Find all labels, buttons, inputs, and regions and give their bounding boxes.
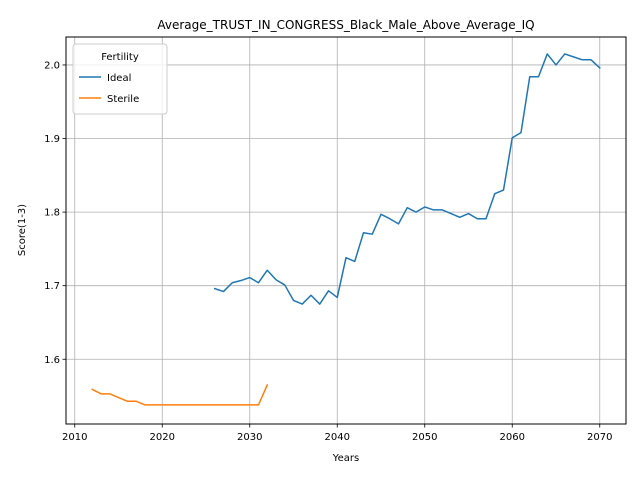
series-line-ideal <box>213 53 601 305</box>
data-point-ideal <box>232 282 233 283</box>
x-tick-label: 2030 <box>237 432 262 443</box>
data-point-ideal <box>477 218 478 219</box>
x-tick-label: 2040 <box>325 432 350 443</box>
data-point-ideal <box>599 67 600 68</box>
data-point-sterile <box>267 384 268 385</box>
data-point-ideal <box>380 214 381 215</box>
data-point-ideal <box>328 290 329 291</box>
data-point-ideal <box>582 59 583 60</box>
data-point-ideal <box>275 279 276 280</box>
data-point-ideal <box>450 213 451 214</box>
y-tick-label: 2.0 <box>44 60 60 71</box>
legend: Fertility Ideal Sterile <box>72 43 168 115</box>
data-point-sterile <box>162 404 163 405</box>
data-point-ideal <box>267 270 268 271</box>
grid <box>66 37 626 424</box>
legend-label-ideal: Ideal <box>107 73 131 84</box>
series-layer <box>91 53 601 406</box>
data-point-sterile <box>118 397 119 398</box>
x-tick-label: 2050 <box>412 432 437 443</box>
x-axis-label: Years <box>332 453 359 464</box>
data-point-sterile <box>153 404 154 405</box>
data-point-ideal <box>398 223 399 224</box>
y-axis-label: Score(1-3) <box>17 204 28 256</box>
data-point-ideal <box>433 209 434 210</box>
y-tick-label: 1.6 <box>44 355 60 366</box>
data-point-ideal <box>485 218 486 219</box>
data-point-ideal <box>337 297 338 298</box>
data-point-ideal <box>223 291 224 292</box>
data-point-sterile <box>197 404 198 405</box>
plot-frame <box>65 36 627 425</box>
x-tick-label: 2060 <box>500 432 525 443</box>
data-point-sterile <box>258 404 259 405</box>
data-point-ideal <box>345 257 346 258</box>
data-point-ideal <box>258 282 259 283</box>
data-point-ideal <box>468 213 469 214</box>
data-point-ideal <box>415 212 416 213</box>
data-point-ideal <box>240 280 241 281</box>
data-point-sterile <box>127 401 128 402</box>
legend-label-sterile: Sterile <box>107 94 139 105</box>
data-point-ideal <box>538 76 539 77</box>
data-point-sterile <box>205 404 206 405</box>
y-tick-label: 1.7 <box>44 281 60 292</box>
data-point-sterile <box>144 404 145 405</box>
data-point-ideal <box>293 300 294 301</box>
data-point-ideal <box>503 189 504 190</box>
data-point-sterile <box>109 393 110 394</box>
y-tick-label: 1.9 <box>44 134 60 145</box>
data-point-ideal <box>319 303 320 304</box>
data-point-ideal <box>459 217 460 218</box>
data-point-sterile <box>92 389 93 390</box>
data-point-ideal <box>529 76 530 77</box>
data-point-ideal <box>302 303 303 304</box>
data-point-sterile <box>170 404 171 405</box>
data-point-sterile <box>100 393 101 394</box>
data-point-ideal <box>284 284 285 285</box>
data-point-sterile <box>240 404 241 405</box>
x-tick-label: 2070 <box>587 432 612 443</box>
data-point-ideal <box>363 232 364 233</box>
series-line-sterile <box>91 384 269 406</box>
data-point-sterile <box>249 404 250 405</box>
data-point-ideal <box>555 64 556 65</box>
y-tick-label: 1.8 <box>44 208 60 219</box>
data-point-ideal <box>249 277 250 278</box>
y-axis: 1.6 1.7 1.8 1.9 2.0 <box>44 60 66 366</box>
data-point-ideal <box>442 209 443 210</box>
data-point-sterile <box>188 404 189 405</box>
data-point-sterile <box>135 401 136 402</box>
data-point-ideal <box>520 132 521 133</box>
data-point-ideal <box>407 207 408 208</box>
data-point-ideal <box>494 193 495 194</box>
data-point-ideal <box>512 137 513 138</box>
data-point-ideal <box>372 234 373 235</box>
x-axis: 2010 2020 2030 2040 2050 2060 2070 <box>62 424 612 443</box>
data-point-ideal <box>590 59 591 60</box>
data-point-sterile <box>179 404 180 405</box>
data-point-ideal <box>564 53 565 54</box>
x-tick-label: 2020 <box>150 432 175 443</box>
data-point-ideal <box>310 295 311 296</box>
data-point-ideal <box>354 261 355 262</box>
data-point-sterile <box>232 404 233 405</box>
data-point-ideal <box>389 218 390 219</box>
data-point-ideal <box>214 288 215 289</box>
x-tick-label: 2010 <box>62 432 87 443</box>
data-point-sterile <box>223 404 224 405</box>
legend-box <box>72 43 168 115</box>
data-point-sterile <box>214 404 215 405</box>
chart-title: Average_TRUST_IN_CONGRESS_Black_Male_Abo… <box>157 18 534 32</box>
data-point-ideal <box>424 206 425 207</box>
legend-title: Fertility <box>101 52 139 63</box>
data-point-ideal <box>573 56 574 57</box>
data-point-ideal <box>547 53 548 54</box>
